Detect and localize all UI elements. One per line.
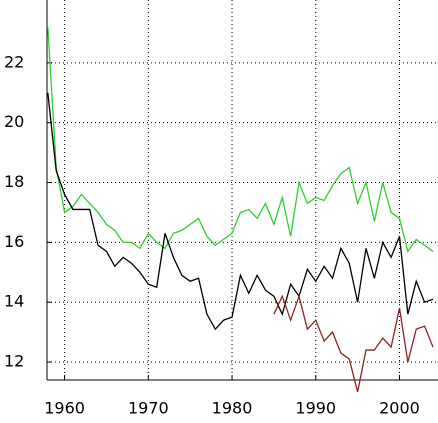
series-line bbox=[47, 26, 434, 253]
y-tick-label: 18 bbox=[4, 172, 24, 191]
x-tick-label: 1960 bbox=[44, 399, 85, 418]
y-tick-label: 22 bbox=[4, 52, 24, 71]
x-tick-label: 1970 bbox=[128, 399, 169, 418]
y-tick-label: 20 bbox=[4, 112, 24, 131]
x-tick-label: 1980 bbox=[212, 399, 253, 418]
series-line bbox=[273, 293, 434, 393]
x-tick-label: 1990 bbox=[295, 399, 336, 418]
y-tick-label: 14 bbox=[4, 292, 24, 311]
x-tick-label: 2000 bbox=[379, 399, 420, 418]
y-tick-label: 12 bbox=[4, 352, 24, 371]
y-tick-label: 16 bbox=[4, 232, 24, 251]
series-line bbox=[47, 92, 434, 331]
